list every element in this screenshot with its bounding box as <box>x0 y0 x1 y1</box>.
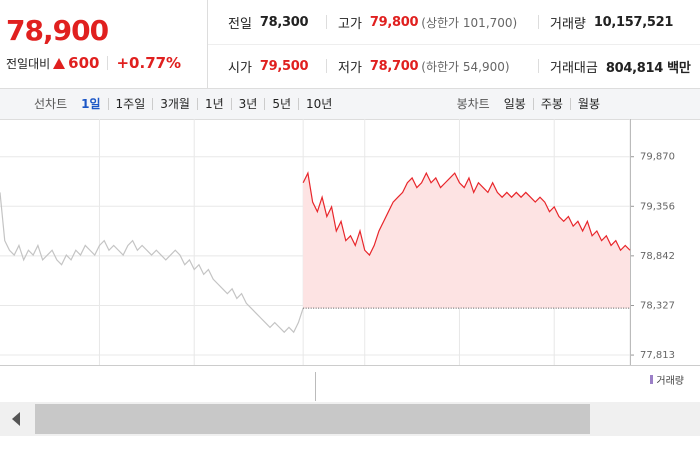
legend-swatch <box>650 375 654 384</box>
label: 저가 <box>338 60 362 76</box>
label: 전일 <box>228 16 252 32</box>
value: 78,700 <box>369 58 419 74</box>
summary-item: 고가 79,800 (상한가 101,700) <box>325 0 518 44</box>
y-tick-label: 79,356 <box>640 201 675 212</box>
legend-label: 거래량 <box>656 376 684 387</box>
note: (하한가 54,900) <box>421 59 510 74</box>
change: 전일대비 600 +0.77% <box>6 54 181 72</box>
tab-group-label: 선차트 <box>34 97 68 111</box>
value: 79,500 <box>259 58 309 74</box>
separator <box>107 56 109 70</box>
up-triangle <box>53 57 66 69</box>
value: 79,800 <box>369 14 419 30</box>
summary-item: 저가 78,700 (하한가 54,900) <box>326 44 510 88</box>
y-tick-label: 79,870 <box>640 152 675 163</box>
note: (상한가 101,700) <box>421 15 518 30</box>
tab-group-label: 봉차트 <box>456 97 490 111</box>
summary-item: 전일 78,300 <box>228 0 309 44</box>
price: 78,900 <box>6 14 109 47</box>
period-tab[interactable]: 1년 <box>196 98 231 110</box>
summary-item: 거래대금 804,814 백만 <box>538 44 691 88</box>
period-tab[interactable]: 10년 <box>298 98 339 110</box>
value: 10,157,521 <box>593 14 674 30</box>
volume-panel: 거래량 <box>0 365 700 402</box>
period-tab[interactable]: 3년 <box>230 98 265 110</box>
candle-tab[interactable]: 주봉 <box>532 98 570 110</box>
y-tick-label: 78,842 <box>640 251 675 262</box>
label: 고가 <box>338 16 362 32</box>
change-rate: +0.77% <box>116 54 182 72</box>
tab-bar: 선차트 1일 1주일 3개월 1년 3년 5년 10년 봉차트 일봉 주봉 월봉 <box>0 89 700 120</box>
change-label: 전일대비 <box>6 56 51 71</box>
area <box>303 173 630 309</box>
y-tick-label: 78,327 <box>640 301 675 312</box>
label: 시가 <box>228 60 252 76</box>
scrollbar[interactable] <box>0 402 700 436</box>
candle-tab[interactable]: 월봉 <box>569 98 700 110</box>
quote-header: 78,900 전일대비 600 +0.77% 전일 78,300 고가 79,800… <box>0 0 700 89</box>
value: 804,814 백만 <box>605 60 691 76</box>
summary-row: 시가 79,500 저가 78,700 (하한가 54,900) 거래대금 804,81… <box>208 44 700 88</box>
price-line <box>0 192 304 334</box>
price-line <box>302 171 631 257</box>
summary-item: 시가 79,500 <box>228 44 309 88</box>
chart: 79,870 79,356 78,842 78,327 77,813 <box>0 119 700 365</box>
label: 거래대금 <box>550 60 598 76</box>
price-box: 78,900 전일대비 600 +0.77% <box>0 0 208 88</box>
change-value: 600 <box>68 54 100 72</box>
summary-row: 전일 78,300 고가 79,800 (상한가 101,700) 거래량 10,157… <box>208 0 700 45</box>
label: 거래량 <box>550 16 586 32</box>
candle-tab[interactable]: 일봉 <box>503 97 526 111</box>
period-tab[interactable]: 3개월 <box>152 98 197 110</box>
period-tab[interactable]: 5년 <box>264 98 298 110</box>
period-tab[interactable]: 1주일 <box>107 98 153 110</box>
summary-item: 거래량 10,157,521 <box>537 0 674 44</box>
scroll-thumb[interactable] <box>35 404 590 434</box>
y-tick-label: 77,813 <box>640 350 675 361</box>
summary: 전일 78,300 고가 79,800 (상한가 101,700) 거래량 10,157… <box>208 0 700 88</box>
volume-legend: 거래량 <box>650 372 684 387</box>
volume-divider <box>315 372 316 401</box>
scroll-left[interactable] <box>0 402 30 436</box>
period-tab[interactable]: 1일 <box>81 97 101 111</box>
value: 78,300 <box>259 14 309 30</box>
